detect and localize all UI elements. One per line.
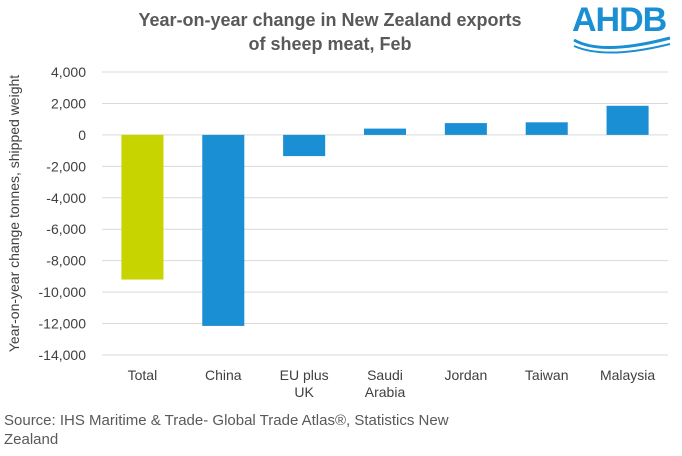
y-tick-label: 4,000	[51, 64, 86, 80]
x-tick-label: Taiwan	[525, 367, 569, 383]
chart-title-line-2: of sheep meat, Feb	[248, 34, 412, 54]
x-tick-label: Malaysia	[600, 367, 655, 383]
x-tick-label: China	[205, 367, 242, 383]
y-tick-label: 2,000	[51, 95, 86, 111]
source-note: Source: IHS Maritime & Trade- Global Tra…	[4, 411, 524, 449]
x-tick-label: Arabia	[365, 384, 406, 400]
bar	[525, 122, 568, 135]
logo-text: AHDB	[572, 1, 667, 39]
x-tick-label: Jordan	[444, 367, 487, 383]
bar	[121, 134, 164, 280]
bar	[283, 134, 326, 157]
x-tick-label: Saudi	[367, 367, 403, 383]
chart-title-line-1: Year-on-year change in New Zealand expor…	[138, 10, 522, 30]
source-line-1: Source: IHS Maritime & Trade- Global Tra…	[4, 412, 449, 429]
bar	[444, 123, 487, 135]
x-tick-label: UK	[294, 384, 314, 400]
y-tick-label: -2,000	[46, 158, 86, 174]
y-axis-label: Year-on-year change tonnes, shipped weig…	[6, 75, 22, 352]
y-tick-label: -12,000	[39, 316, 87, 332]
y-tick-label: -6,000	[46, 221, 86, 237]
source-line-2: Zealand	[4, 431, 59, 448]
y-tick-label: -4,000	[46, 190, 86, 206]
logo-wave-icon	[573, 36, 671, 54]
bar	[606, 105, 649, 135]
bar	[202, 134, 245, 326]
x-tick-label: Total	[128, 367, 158, 383]
chart-title: Year-on-year change in New Zealand expor…	[80, 8, 580, 56]
y-tick-label: -14,000	[39, 347, 87, 363]
bar	[363, 128, 407, 135]
y-tick-label: -10,000	[39, 284, 87, 300]
y-tick-label: -8,000	[46, 253, 86, 269]
ahdb-logo: AHDB	[572, 2, 672, 54]
x-tick-label: EU plus	[280, 367, 329, 383]
y-tick-label: 0	[78, 127, 86, 143]
